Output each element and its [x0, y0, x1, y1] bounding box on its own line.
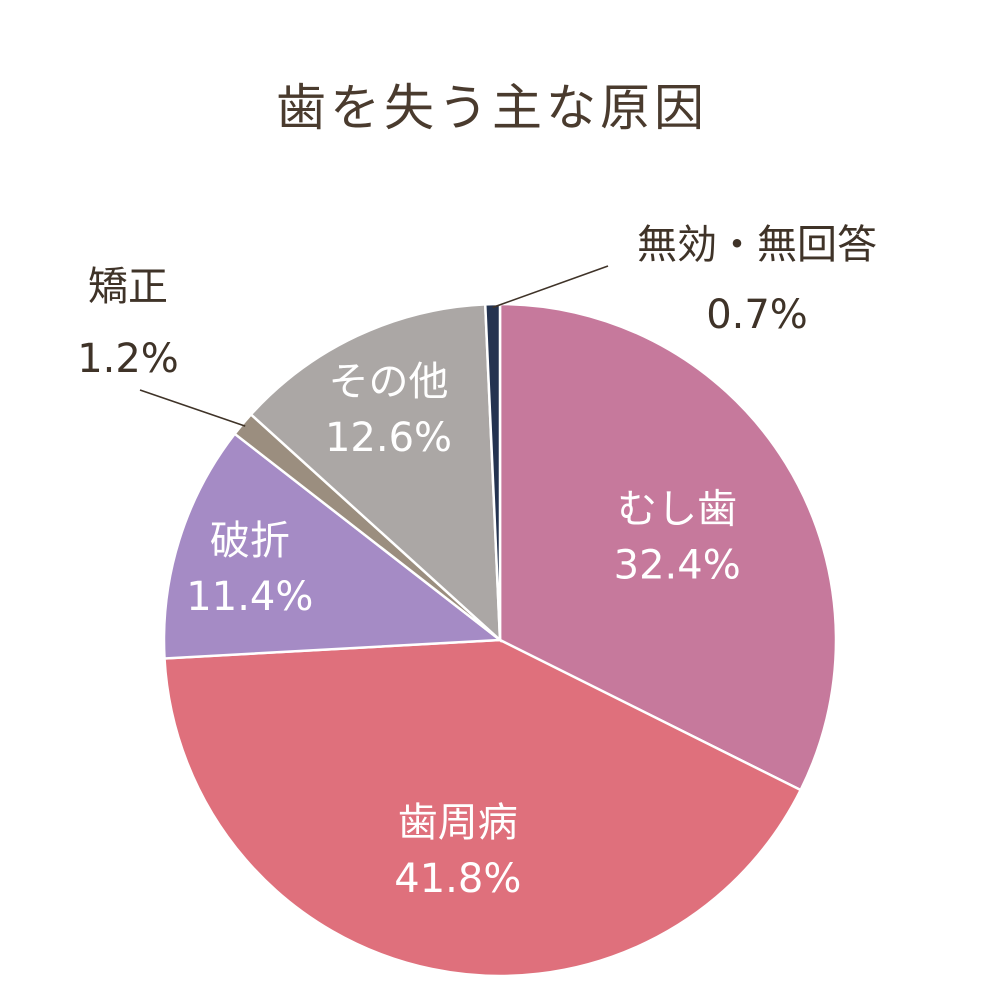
slice-value-4: 12.6% [325, 415, 452, 461]
pie-slice-1 [163, 638, 803, 978]
slice-value-1: 41.8% [394, 856, 521, 902]
slice-label-1: 歯周病 [398, 800, 518, 846]
pie-slices [162, 302, 838, 978]
slice-value-3: 1.2% [77, 336, 179, 382]
slice-value-0: 32.4% [614, 542, 741, 588]
slice-label-2: 破折 [210, 518, 290, 564]
slice-label-3: 矯正 [88, 264, 168, 310]
pie-slice-2 [162, 432, 504, 660]
slice-label-5: 無効・無回答 [637, 222, 877, 268]
chart-title: 歯を失う主な原因 [276, 79, 708, 137]
pie-slice-4 [249, 303, 502, 643]
leader-lines [139, 265, 609, 427]
pie-slice-0 [498, 302, 838, 792]
leader-line-5 [492, 265, 609, 309]
slice-label-4: その他 [329, 359, 449, 405]
slice-value-2: 11.4% [186, 574, 313, 620]
slice-label-0: むし歯 [617, 486, 737, 532]
slice-value-5: 0.7% [706, 292, 808, 338]
leader-line-3 [139, 389, 246, 427]
slice-labels: むし歯 32.4% 歯周病 41.8% 破折 11.4% 矯正 1.2% その他 12.6% 無効・… [77, 222, 877, 902]
